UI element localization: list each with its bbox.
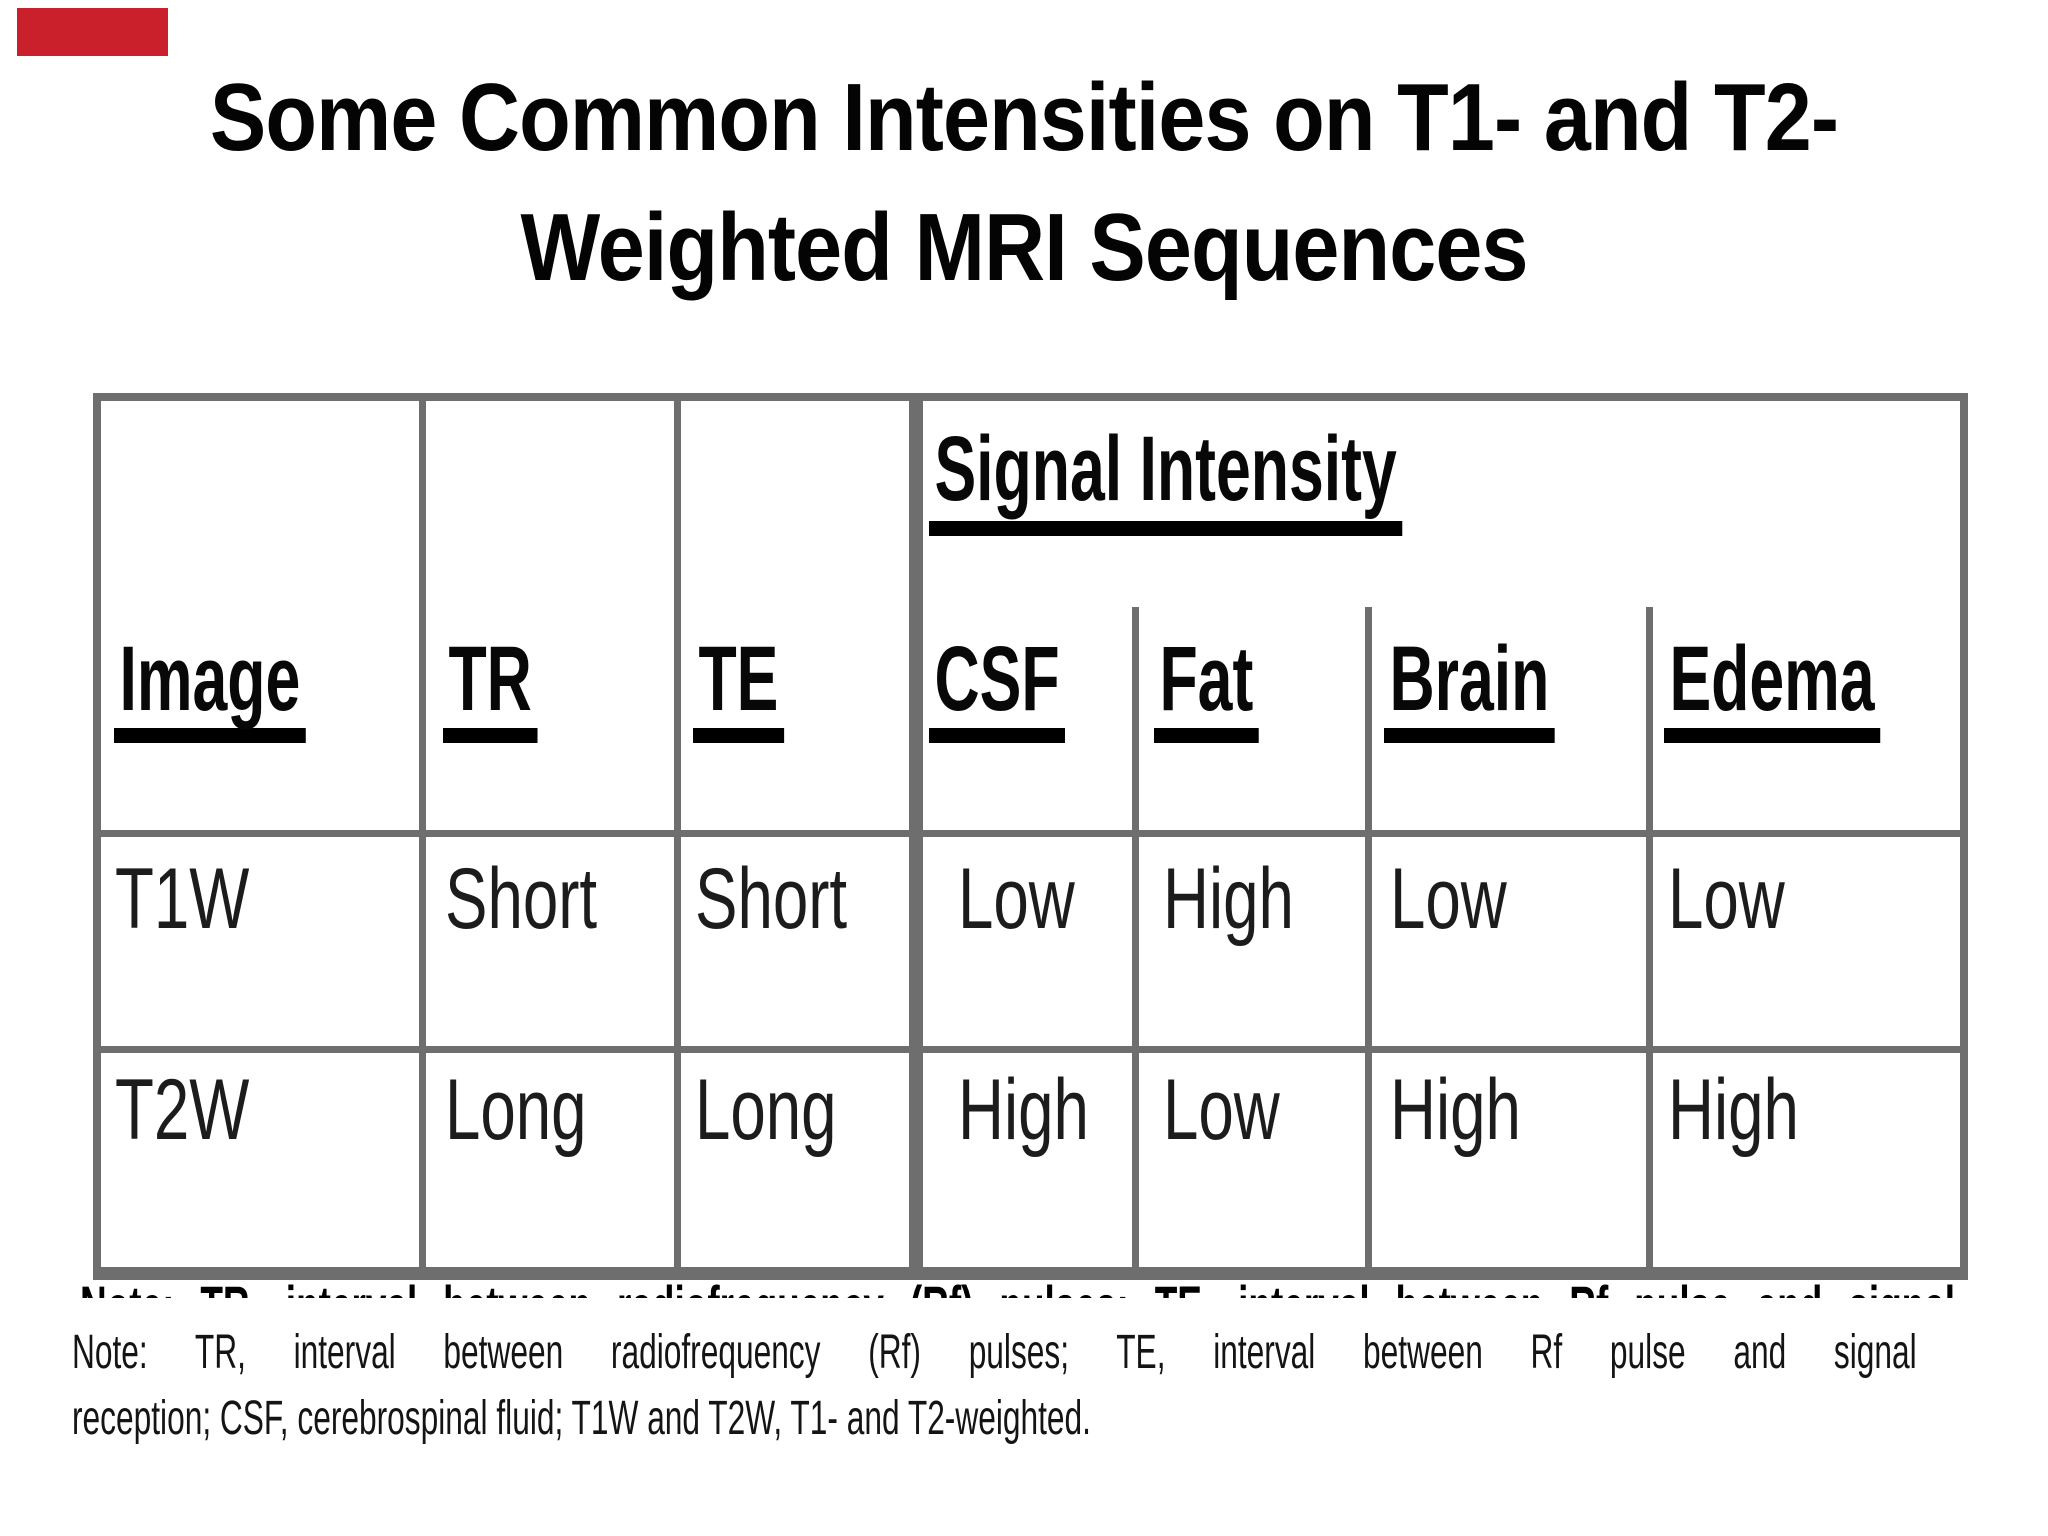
- signal-intensity-header: Signal Intensity: [929, 423, 1403, 536]
- cell-t1w-fat: High: [1163, 851, 1294, 947]
- column-header-image: Image: [114, 633, 306, 743]
- mri-intensity-table: Signal Intensity Image TR TE CSF Fat Bra…: [93, 393, 1968, 1280]
- column-header-tr: TR: [443, 633, 538, 743]
- cell-t1w-edema: Low: [1668, 851, 1785, 947]
- cell-t1w-image: T1W: [115, 851, 250, 947]
- cell-t1w-brain: Low: [1390, 851, 1507, 947]
- cell-t2w-image: T2W: [115, 1062, 250, 1158]
- divider-csf-fat: [1132, 607, 1139, 1267]
- slide-title-line2: Weighted MRI Sequences: [520, 194, 1528, 301]
- divider-brain-edema: [1646, 607, 1653, 1267]
- cell-t1w-csf: Low: [958, 851, 1075, 947]
- cell-t2w-edema: High: [1668, 1062, 1799, 1158]
- slide-title-line1: Some Common Intensities on T1- and T2-: [209, 64, 1839, 171]
- cell-t2w-tr: Long: [445, 1062, 587, 1158]
- column-header-te: TE: [693, 633, 784, 743]
- column-header-edema: Edema: [1664, 633, 1881, 743]
- cell-t2w-te: Long: [695, 1062, 837, 1158]
- cell-t2w-csf: High: [958, 1062, 1089, 1158]
- note-line2: reception; CSF, cerebrospinal fluid; T1W…: [72, 1392, 1091, 1445]
- red-marker-rectangle: [17, 8, 168, 56]
- divider-fat-brain: [1365, 607, 1372, 1267]
- divider-header-row: [101, 830, 1960, 837]
- column-header-brain: Brain: [1384, 633, 1555, 743]
- divider-t1w-t2w: [101, 1046, 1960, 1053]
- slide-title: Some Common Intensities on T1- and T2- W…: [123, 53, 1925, 313]
- cell-t2w-fat: Low: [1163, 1062, 1280, 1158]
- cell-t1w-te: Short: [695, 851, 848, 947]
- column-header-csf: CSF: [929, 633, 1065, 743]
- note-line1: Note: TR, interval between radiofrequenc…: [72, 1326, 1917, 1379]
- cell-t1w-tr: Short: [445, 851, 598, 947]
- cell-t2w-brain: High: [1390, 1062, 1521, 1158]
- column-header-fat: Fat: [1154, 633, 1259, 743]
